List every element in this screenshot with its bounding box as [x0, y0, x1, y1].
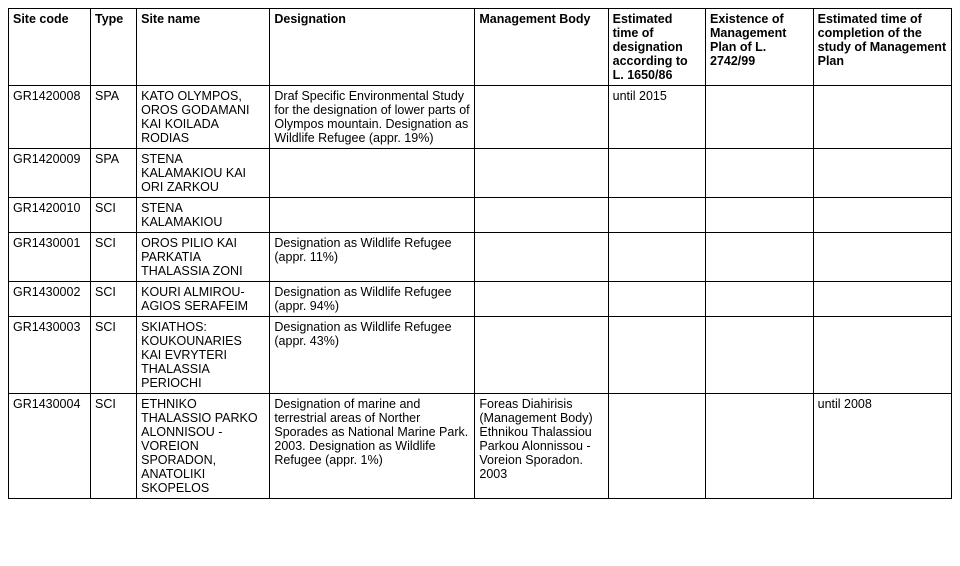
col-header-sitename: Site name [137, 9, 270, 86]
cell-designation: Designation as Wildlife Refugee (appr. 4… [270, 317, 475, 394]
cell-existence-plan [706, 198, 814, 233]
cell-sitecode: GR1430003 [9, 317, 91, 394]
table-row: GR1420010 SCI STENA KALAMAKIOU [9, 198, 952, 233]
cell-est-designation [608, 149, 705, 198]
cell-mgmtbody [475, 149, 608, 198]
table-header-row: Site code Type Site name Designation Man… [9, 9, 952, 86]
cell-designation: Draf Specific Environmental Study for th… [270, 86, 475, 149]
cell-type: SPA [91, 86, 137, 149]
cell-sitecode: GR1420010 [9, 198, 91, 233]
cell-sitename: KOURI ALMIROU-AGIOS SERAFEIM [137, 282, 270, 317]
cell-designation: Designation as Wildlife Refugee (appr. 9… [270, 282, 475, 317]
cell-existence-plan [706, 149, 814, 198]
sites-table: Site code Type Site name Designation Man… [8, 8, 952, 499]
cell-type: SCI [91, 198, 137, 233]
table-body: GR1420008 SPA KATO OLYMPOS, OROS GODAMAN… [9, 86, 952, 499]
cell-est-designation [608, 317, 705, 394]
cell-existence-plan [706, 233, 814, 282]
cell-sitename: STENA KALAMAKIOU [137, 198, 270, 233]
col-header-designation: Designation [270, 9, 475, 86]
cell-sitecode: GR1430002 [9, 282, 91, 317]
col-header-sitecode: Site code [9, 9, 91, 86]
cell-type: SCI [91, 317, 137, 394]
cell-mgmtbody: Foreas Diahirisis (Management Body) Ethn… [475, 394, 608, 499]
cell-mgmtbody [475, 233, 608, 282]
cell-est-completion [813, 86, 951, 149]
cell-est-designation: until 2015 [608, 86, 705, 149]
cell-mgmtbody [475, 317, 608, 394]
cell-sitename: STENA KALAMAKIOU KAI ORI ZARKOU [137, 149, 270, 198]
cell-sitecode: GR1430001 [9, 233, 91, 282]
cell-type: SCI [91, 394, 137, 499]
cell-est-completion [813, 149, 951, 198]
cell-mgmtbody [475, 282, 608, 317]
cell-existence-plan [706, 317, 814, 394]
col-header-est-completion: Estimated time of completion of the stud… [813, 9, 951, 86]
cell-est-designation [608, 282, 705, 317]
table-row: GR1430001 SCI OROS PILIO KAI PARKATIA TH… [9, 233, 952, 282]
cell-sitecode: GR1430004 [9, 394, 91, 499]
cell-designation: Designation of marine and terrestrial ar… [270, 394, 475, 499]
cell-designation [270, 198, 475, 233]
cell-est-designation [608, 233, 705, 282]
cell-sitename: OROS PILIO KAI PARKATIA THALASSIA ZONI [137, 233, 270, 282]
table-row: GR1430004 SCI ETHNIKO THALASSIO PARKO AL… [9, 394, 952, 499]
col-header-existence-plan: Existence of Management Plan of L. 2742/… [706, 9, 814, 86]
cell-est-completion [813, 317, 951, 394]
cell-existence-plan [706, 86, 814, 149]
col-header-type: Type [91, 9, 137, 86]
col-header-est-designation: Estimated time of designation according … [608, 9, 705, 86]
cell-existence-plan [706, 282, 814, 317]
cell-est-completion [813, 198, 951, 233]
table-row: GR1420008 SPA KATO OLYMPOS, OROS GODAMAN… [9, 86, 952, 149]
cell-est-designation [608, 198, 705, 233]
cell-sitename: SKIATHOS: KOUKOUNARIES KAI EVRYTERI THAL… [137, 317, 270, 394]
cell-mgmtbody [475, 86, 608, 149]
table-row: GR1420009 SPA STENA KALAMAKIOU KAI ORI Z… [9, 149, 952, 198]
table-row: GR1430002 SCI KOURI ALMIROU-AGIOS SERAFE… [9, 282, 952, 317]
cell-designation: Designation as Wildlife Refugee (appr. 1… [270, 233, 475, 282]
cell-sitename: KATO OLYMPOS, OROS GODAMANI KAI KOILADA … [137, 86, 270, 149]
cell-type: SPA [91, 149, 137, 198]
cell-sitecode: GR1420008 [9, 86, 91, 149]
cell-sitecode: GR1420009 [9, 149, 91, 198]
cell-sitename: ETHNIKO THALASSIO PARKO ALONNISOU - VORE… [137, 394, 270, 499]
table-row: GR1430003 SCI SKIATHOS: KOUKOUNARIES KAI… [9, 317, 952, 394]
cell-est-completion: until 2008 [813, 394, 951, 499]
cell-mgmtbody [475, 198, 608, 233]
cell-est-completion [813, 282, 951, 317]
cell-designation [270, 149, 475, 198]
col-header-mgmtbody: Management Body [475, 9, 608, 86]
cell-est-completion [813, 233, 951, 282]
cell-type: SCI [91, 282, 137, 317]
cell-existence-plan [706, 394, 814, 499]
cell-est-designation [608, 394, 705, 499]
cell-type: SCI [91, 233, 137, 282]
